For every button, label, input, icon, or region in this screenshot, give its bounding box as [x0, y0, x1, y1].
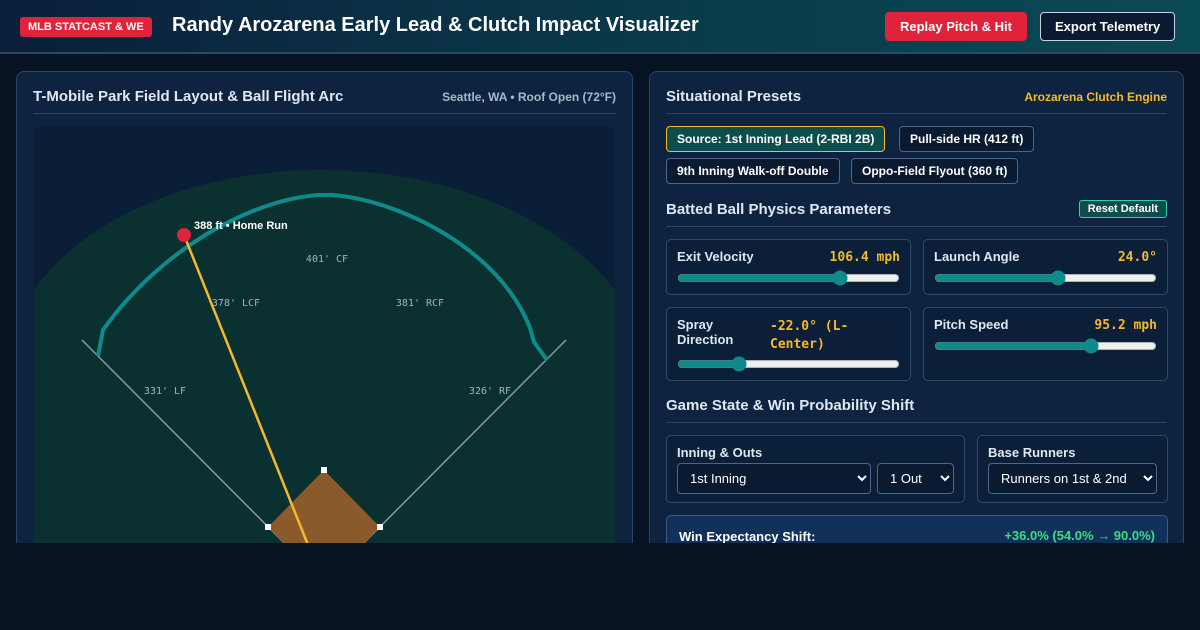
base: [377, 524, 383, 530]
outfield-wall: [96, 193, 549, 362]
section-title: Game State & Win Probability Shift: [666, 397, 915, 414]
shift-value: +36.0% (54.0% → 90.0%): [1004, 528, 1155, 543]
slider-card: Exit Velocity 106.4 mph: [666, 239, 911, 295]
export-button[interactable]: Export Telemetry: [1040, 12, 1176, 41]
section-title: Batted Ball Physics Parameters: [666, 201, 892, 218]
outs-select[interactable]: 1 Out: [877, 463, 954, 494]
panel-title: Situational Presets: [666, 88, 802, 105]
runners-card: Base Runners Runners on 1st & 2nd: [977, 435, 1168, 503]
slider-value: -22.0° (L-Center): [770, 319, 849, 352]
landing-point: [177, 228, 191, 242]
badge: MLB STATCAST & WE: [20, 17, 152, 37]
distance-label: 401' CF: [306, 254, 348, 265]
divider: [666, 113, 1167, 114]
preset-chip[interactable]: Oppo-Field Flyout (360 ft): [851, 158, 1019, 184]
slider-card: Launch Angle 24.0°: [923, 239, 1168, 295]
base: [321, 467, 327, 473]
panel-title: T-Mobile Park Field Layout & Ball Flight…: [33, 88, 344, 105]
control-panel: Situational Presets Arozarena Clutch Eng…: [649, 71, 1184, 543]
shift-label: Win Expectancy Shift:: [679, 529, 816, 543]
win-shift-card: Win Expectancy Shift: +36.0% (54.0% → 90…: [666, 515, 1168, 543]
infield: [268, 470, 380, 543]
replay-button[interactable]: Replay Pitch & Hit: [885, 12, 1027, 41]
slider-value: 95.2 mph: [1094, 318, 1157, 333]
reset-button[interactable]: Reset Default: [1078, 200, 1167, 218]
app-title: Randy Arozarena Early Lead & Clutch Impa…: [172, 14, 699, 36]
distance-label: 381' RCF: [396, 298, 444, 309]
runners-select[interactable]: Runners on 1st & 2nd: [988, 463, 1157, 494]
slider-label: Exit Velocity: [677, 249, 754, 264]
divider: [666, 422, 1167, 423]
slider[interactable]: [677, 271, 900, 285]
preset-chip[interactable]: Pull-side HR (412 ft): [899, 126, 1035, 152]
slider-card: Spray Direction -22.0° (L-Center): [666, 307, 911, 381]
divider: [666, 226, 1167, 227]
header: MLB STATCAST & WE Randy Arozarena Early …: [0, 0, 1200, 54]
main: T-Mobile Park Field Layout & Ball Flight…: [0, 55, 1200, 543]
slider-value: 106.4 mph: [829, 250, 900, 265]
preset-chip[interactable]: 9th Inning Walk-off Double: [666, 158, 840, 184]
field-svg: 388 ft • Home Run 401' CF 378' LCF 381' …: [34, 127, 615, 543]
distance-label: 378' LCF: [212, 298, 260, 309]
preset-chip[interactable]: Source: 1st Inning Lead (2-RBI 2B): [666, 126, 886, 152]
slider-card: Pitch Speed 95.2 mph: [923, 307, 1168, 381]
slider-value: 24.0°: [1117, 250, 1157, 265]
inning-select[interactable]: 1st Inning: [677, 463, 871, 494]
outfield-grass: [34, 170, 615, 543]
slider-label: Pitch Speed: [934, 317, 1009, 332]
slider[interactable]: [934, 339, 1157, 353]
slider[interactable]: [677, 357, 900, 371]
hit-label: 388 ft • Home Run: [194, 220, 288, 232]
field-label: Inning & Outs: [677, 445, 763, 460]
distance-label: 331' LF: [144, 386, 186, 397]
venue-meta: Seattle, WA • Roof Open (72°F): [442, 90, 616, 104]
base: [265, 524, 271, 530]
engine-label: Arozarena Clutch Engine: [1024, 90, 1167, 104]
field-panel: T-Mobile Park Field Layout & Ball Flight…: [16, 71, 633, 543]
inning-card: Inning & Outs 1st Inning 1 Out: [666, 435, 965, 503]
ball-flight: [182, 234, 309, 543]
divider: [33, 113, 616, 114]
distance-label: 326' RF: [469, 386, 511, 397]
slider-label: Spray Direction: [677, 317, 734, 347]
field-label: Base Runners: [988, 445, 1076, 460]
slider[interactable]: [934, 271, 1157, 285]
slider-label: Launch Angle: [934, 249, 1020, 264]
